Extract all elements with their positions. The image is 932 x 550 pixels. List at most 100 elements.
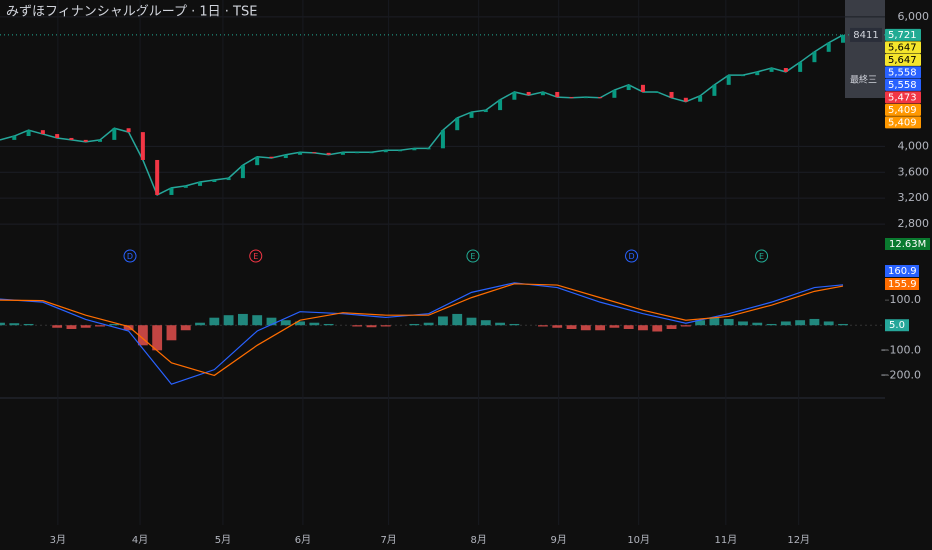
candle (198, 181, 203, 186)
candle (683, 97, 688, 102)
macd-badge-label: 160.9 (888, 266, 917, 277)
macd-bar (80, 325, 91, 328)
candle (783, 68, 788, 72)
y-tick-label: 6,000 (898, 10, 930, 23)
candle (155, 159, 160, 195)
macd-bar (295, 321, 305, 326)
macd-bar (423, 322, 434, 326)
y-tick-label: 4,000 (898, 139, 930, 152)
candle (812, 51, 817, 63)
candle (398, 150, 403, 152)
candle (240, 165, 245, 179)
y-tick-label: 3,600 (898, 165, 930, 178)
macd-bar (538, 325, 548, 327)
macd-bar (738, 321, 748, 326)
macd-bar (409, 323, 420, 326)
candle (126, 128, 131, 133)
macd-bar (23, 323, 34, 326)
candle (655, 91, 660, 93)
macd-bar (152, 325, 163, 351)
candle (469, 112, 474, 118)
candle (326, 152, 331, 155)
macd-bar (566, 325, 577, 329)
macd-bar (366, 325, 377, 328)
macd-bar (66, 325, 77, 329)
candle (540, 91, 545, 96)
macd-bar (709, 317, 720, 326)
macd-bar (680, 325, 691, 327)
candle (355, 152, 360, 154)
macd-bar (195, 322, 205, 326)
candle (255, 156, 260, 166)
price-line (0, 34, 844, 196)
candle (226, 178, 231, 181)
macd-bar (780, 321, 791, 326)
macd-bar (123, 325, 134, 331)
event-marker (466, 249, 480, 263)
candle (212, 180, 217, 182)
candle (740, 75, 745, 77)
x-tick-label: 12月 (787, 534, 810, 546)
macd-bar (352, 325, 363, 327)
price-badge (885, 116, 921, 129)
candle (598, 97, 603, 99)
price-badge-label: 5,409 (888, 105, 917, 116)
macd-bar (723, 318, 734, 326)
macd-bar (495, 322, 506, 326)
macd-bar (652, 325, 663, 332)
macd-bar (52, 325, 63, 328)
hist-label: 5.0 (889, 320, 905, 331)
candle (169, 187, 174, 195)
price-badge (885, 78, 921, 91)
price-badge (885, 28, 921, 41)
candle (83, 139, 88, 142)
x-tick-label: 3月 (50, 534, 66, 546)
candle (298, 152, 303, 155)
price-badge-label: 5,558 (888, 80, 917, 91)
candle (12, 136, 17, 140)
price-badge-label: 5,647 (888, 42, 917, 53)
event-marker (123, 249, 137, 263)
candle (698, 95, 703, 102)
macd-bar (252, 315, 263, 326)
candle (769, 68, 774, 72)
macd-bar (266, 317, 277, 326)
macd-badge (885, 265, 919, 277)
macd-bar (280, 320, 291, 326)
candle (569, 97, 574, 99)
candle (340, 152, 345, 155)
macd-bar (166, 325, 177, 341)
candle (640, 84, 645, 92)
candle (440, 130, 445, 149)
event-marker (625, 249, 639, 263)
event-marker (755, 249, 769, 263)
candle (40, 130, 45, 135)
macd-bar (452, 313, 463, 326)
candle (55, 134, 60, 138)
info-panel (845, 0, 885, 98)
price-badge-label: 5,558 (888, 67, 917, 78)
candle (583, 97, 588, 99)
candle (269, 156, 274, 159)
volume-label: 12.63M (889, 239, 926, 250)
x-tick-label: 11月 (714, 534, 737, 546)
volume-badge (885, 238, 930, 250)
price-badge-label: 5,473 (888, 92, 917, 103)
candle (283, 154, 288, 159)
macd-bar (438, 316, 448, 326)
event-label: E (253, 252, 258, 261)
price-badge-label: 5,647 (888, 55, 917, 66)
candle (526, 91, 531, 96)
macd-bar (823, 321, 834, 326)
candle (626, 84, 631, 91)
macd-bar (466, 317, 477, 326)
candle (755, 71, 760, 76)
macd-line (0, 282, 844, 385)
macd-bar (323, 323, 334, 326)
candle (98, 139, 103, 142)
candle (412, 148, 417, 151)
candle (826, 42, 831, 52)
hist-badge (885, 319, 909, 332)
macd-bar (223, 315, 234, 326)
candle (555, 91, 560, 98)
